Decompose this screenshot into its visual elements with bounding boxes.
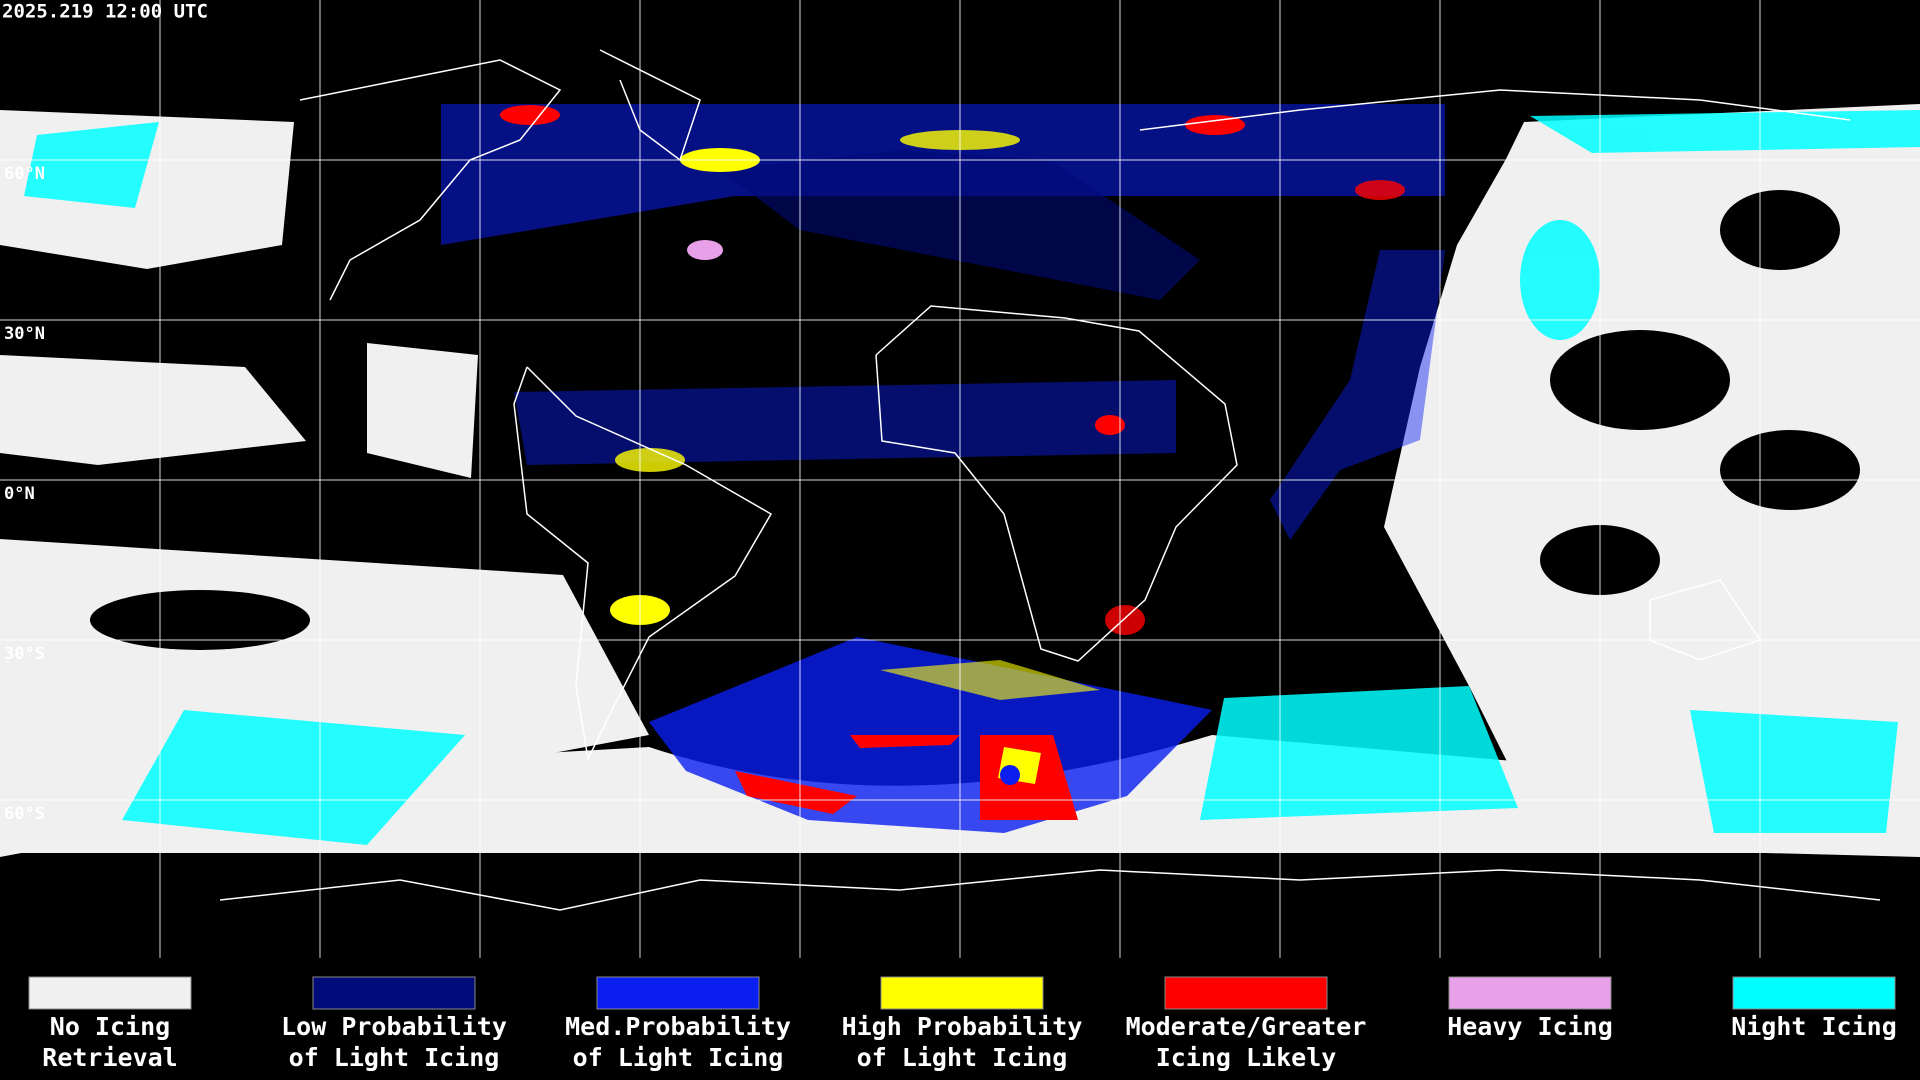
legend-label: High Probability xyxy=(842,1012,1083,1041)
legend-label: of Light Icing xyxy=(857,1043,1068,1072)
legend-swatch xyxy=(1732,976,1896,1010)
legend-label: Heavy Icing xyxy=(1447,1012,1613,1041)
latitude-label: 0°N xyxy=(4,484,35,504)
legend-swatch xyxy=(880,976,1044,1010)
legend-label: Moderate/Greater xyxy=(1126,1012,1367,1041)
latitude-label: 60°N xyxy=(4,164,45,184)
legend-swatch xyxy=(312,976,476,1010)
legend-label: Low Probability xyxy=(281,1012,507,1041)
legend-swatch xyxy=(596,976,760,1010)
legend-swatch xyxy=(1164,976,1328,1010)
latitude-label: 30°S xyxy=(4,644,45,664)
legend-label: Retrieval xyxy=(42,1043,177,1072)
legend-label: Icing Likely xyxy=(1156,1043,1337,1072)
legend-label: of Light Icing xyxy=(289,1043,500,1072)
timestamp: 2025.219 12:00 UTC xyxy=(2,1,208,23)
legend-swatch xyxy=(28,976,192,1010)
icing-south-atlantic xyxy=(649,637,1212,833)
latitude-label: 30°N xyxy=(4,324,45,344)
graticule xyxy=(0,0,1920,958)
legend-label: of Light Icing xyxy=(573,1043,784,1072)
latitude-label: 60°S xyxy=(4,804,45,824)
legend-label: No Icing xyxy=(50,1012,170,1041)
legend-swatch xyxy=(1448,976,1612,1010)
latitude-labels: 60°N 30°N 0°N 30°S 60°S xyxy=(4,164,45,824)
map: 2025.219 12:00 UTC 60°N 30°N 0°N 30°S 60°S xyxy=(0,0,1920,958)
legend-label: Med.Probability xyxy=(565,1012,791,1041)
icing-tropical-belt xyxy=(514,250,1445,635)
legend-label: Night Icing xyxy=(1731,1012,1897,1041)
holes xyxy=(90,190,1860,650)
